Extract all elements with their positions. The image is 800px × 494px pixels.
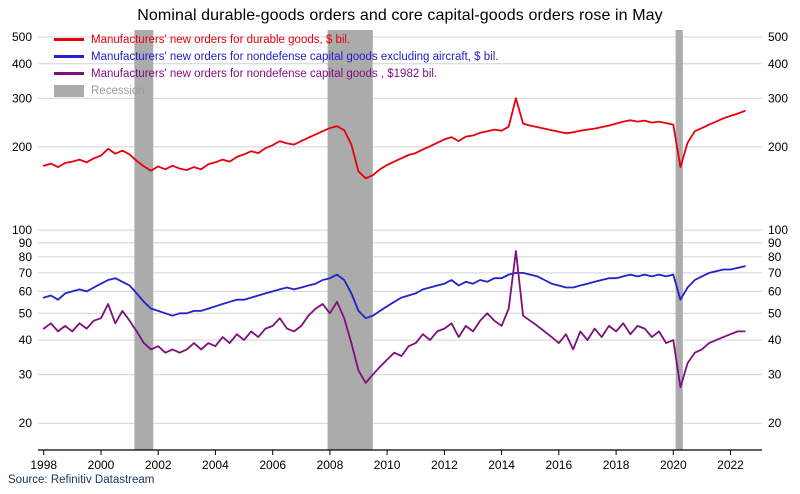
y-tick-right-70: 70 — [768, 266, 782, 280]
legend-item-real-capex: Manufacturers' new orders for nondefense… — [54, 65, 498, 82]
x-tick-label-1998: 1998 — [30, 458, 57, 472]
x-tick-label-2014: 2014 — [488, 458, 515, 472]
y-tick-left-80: 80 — [19, 250, 33, 264]
legend-swatch-real-capex — [54, 72, 84, 75]
y-tick-right-90: 90 — [768, 236, 782, 250]
y-tick-right-80: 80 — [768, 250, 782, 264]
legend-label-durable: Manufacturers' new orders for durable go… — [91, 33, 351, 46]
x-tick-label-2012: 2012 — [431, 458, 458, 472]
legend-item-recession: Recession — [54, 82, 498, 99]
series-line-durable — [42, 97, 746, 180]
legend-label-core-capex: Manufacturers' new orders for nondefense… — [91, 50, 499, 63]
y-tick-left-70: 70 — [19, 266, 33, 280]
y-tick-left-20: 20 — [19, 416, 33, 430]
legend-label-real-capex: Manufacturers' new orders for nondefense… — [91, 67, 438, 80]
y-tick-left-400: 400 — [12, 57, 32, 71]
x-tick-label-2022: 2022 — [717, 458, 744, 472]
y-tick-left-50: 50 — [19, 306, 33, 320]
y-tick-right-100: 100 — [768, 223, 788, 237]
y-tick-right-20: 20 — [768, 416, 782, 430]
x-tick-label-2004: 2004 — [202, 458, 229, 472]
chart-title: Nominal durable-goods orders and core ca… — [137, 7, 663, 24]
y-tick-right-500: 500 — [768, 30, 788, 44]
y-tick-left-60: 60 — [19, 284, 33, 298]
y-tick-left-40: 40 — [19, 333, 33, 347]
recession-band-2 — [675, 30, 683, 450]
legend-item-durable-goods: Manufacturers' new orders for durable go… — [54, 31, 498, 48]
y-tick-right-300: 300 — [768, 91, 788, 105]
y-tick-left-30: 30 — [19, 368, 33, 382]
x-tick-label-2018: 2018 — [603, 458, 630, 472]
x-tick-label-2010: 2010 — [374, 458, 401, 472]
x-tick-label-2020: 2020 — [660, 458, 687, 472]
legend-swatch-core-capex — [54, 55, 84, 58]
legend-label-recession: Recession — [91, 84, 145, 97]
y-tick-right-50: 50 — [768, 306, 782, 320]
recession-band-1 — [327, 30, 373, 450]
legend-item-core-capex: Manufacturers' new orders for nondefense… — [54, 48, 498, 65]
legend-swatch-recession — [54, 84, 84, 97]
y-tick-left-100: 100 — [12, 223, 32, 237]
x-tick-label-2008: 2008 — [317, 458, 344, 472]
y-tick-left-500: 500 — [12, 30, 32, 44]
x-tick-label-2016: 2016 — [545, 458, 572, 472]
x-tick-label-2000: 2000 — [88, 458, 115, 472]
source-note: Source: Refinitiv Datastream — [8, 474, 155, 486]
y-tick-right-400: 400 — [768, 57, 788, 71]
y-tick-left-90: 90 — [19, 236, 33, 250]
legend-swatch-durable — [54, 38, 84, 41]
x-tick-label-2002: 2002 — [145, 458, 172, 472]
legend: Manufacturers' new orders for durable go… — [54, 31, 498, 99]
y-tick-left-300: 300 — [12, 91, 32, 105]
series-line-core_capex — [42, 265, 746, 320]
series-line-real_capex — [42, 250, 746, 389]
y-tick-right-200: 200 — [768, 140, 788, 154]
recession-band-0 — [134, 30, 154, 450]
y-tick-right-40: 40 — [768, 333, 782, 347]
y-tick-right-60: 60 — [768, 284, 782, 298]
x-tick-label-2006: 2006 — [259, 458, 286, 472]
y-tick-left-200: 200 — [12, 140, 32, 154]
y-tick-right-30: 30 — [768, 368, 782, 382]
